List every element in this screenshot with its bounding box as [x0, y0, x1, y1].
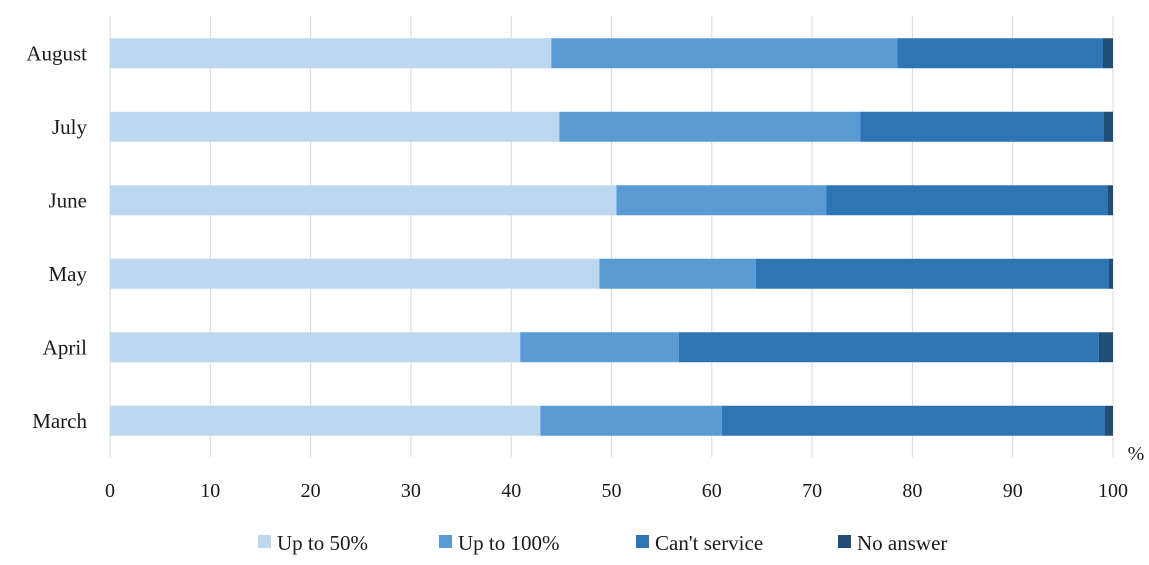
bar-segment	[110, 185, 617, 216]
bar-segment	[110, 258, 600, 289]
bar-segment	[755, 258, 1109, 289]
category-label: August	[26, 41, 87, 65]
legend-item: Up to 100%	[439, 531, 560, 555]
x-tick-label: 80	[902, 480, 922, 502]
legend-swatch	[838, 535, 851, 548]
bar-segment	[520, 332, 679, 363]
bar-segment	[1103, 111, 1113, 142]
legend: Up to 50% Up to 100% Can't service No answe…	[258, 531, 947, 555]
legend-item: Up to 50%	[258, 531, 368, 555]
category-label: June	[49, 188, 88, 212]
gridlines	[109, 16, 1114, 457]
bar-segment	[1098, 332, 1113, 363]
legend-swatch	[439, 535, 452, 548]
bar-segment	[599, 258, 756, 289]
bar-segment	[721, 405, 1105, 436]
category-label: July	[52, 115, 88, 139]
x-tick-label: 0	[105, 480, 115, 502]
legend-label: Can't service	[655, 531, 763, 555]
x-tick-label: 100	[1098, 480, 1128, 502]
bar-segment	[110, 405, 541, 436]
bar-segment	[551, 38, 898, 69]
x-tick-label: 10	[200, 480, 220, 502]
bars	[110, 38, 1113, 436]
bar-segment	[860, 111, 1104, 142]
x-tick-label: 40	[501, 480, 521, 502]
bar-segment	[110, 332, 521, 363]
bar-segment	[110, 111, 560, 142]
legend-label: Up to 50%	[277, 531, 368, 555]
bar-segment	[1102, 38, 1113, 69]
x-tick-label: 70	[802, 480, 822, 502]
bar-segment	[678, 332, 1099, 363]
bar-segment	[1108, 258, 1113, 289]
legend-swatch	[636, 535, 649, 548]
bar-segment	[616, 185, 827, 216]
bar-segment	[897, 38, 1103, 69]
legend-swatch	[258, 535, 271, 548]
x-tick-label: 60	[702, 480, 722, 502]
bar-segment	[1107, 185, 1113, 216]
bar-segment	[1104, 405, 1113, 436]
category-label: May	[49, 262, 88, 286]
unit-label: %	[1128, 443, 1145, 465]
legend-item: No answer	[838, 531, 947, 555]
bar-segment	[826, 185, 1108, 216]
x-tick-label: 50	[602, 480, 622, 502]
legend-item: Can't service	[636, 531, 763, 555]
bar-segment	[559, 111, 861, 142]
legend-label: Up to 100%	[458, 531, 560, 555]
category-label: March	[32, 409, 87, 433]
x-tick-label: 30	[401, 480, 421, 502]
bar-segment	[540, 405, 722, 436]
bar-segment	[110, 38, 552, 69]
category-label: April	[43, 335, 87, 359]
legend-label: No answer	[857, 531, 947, 555]
value-axis: 0 10 20 30 40 50 60 70 80 90 100	[105, 480, 1128, 502]
x-tick-label: 90	[1003, 480, 1023, 502]
x-tick-label: 20	[301, 480, 321, 502]
category-axis: August July June May April March	[26, 41, 87, 433]
